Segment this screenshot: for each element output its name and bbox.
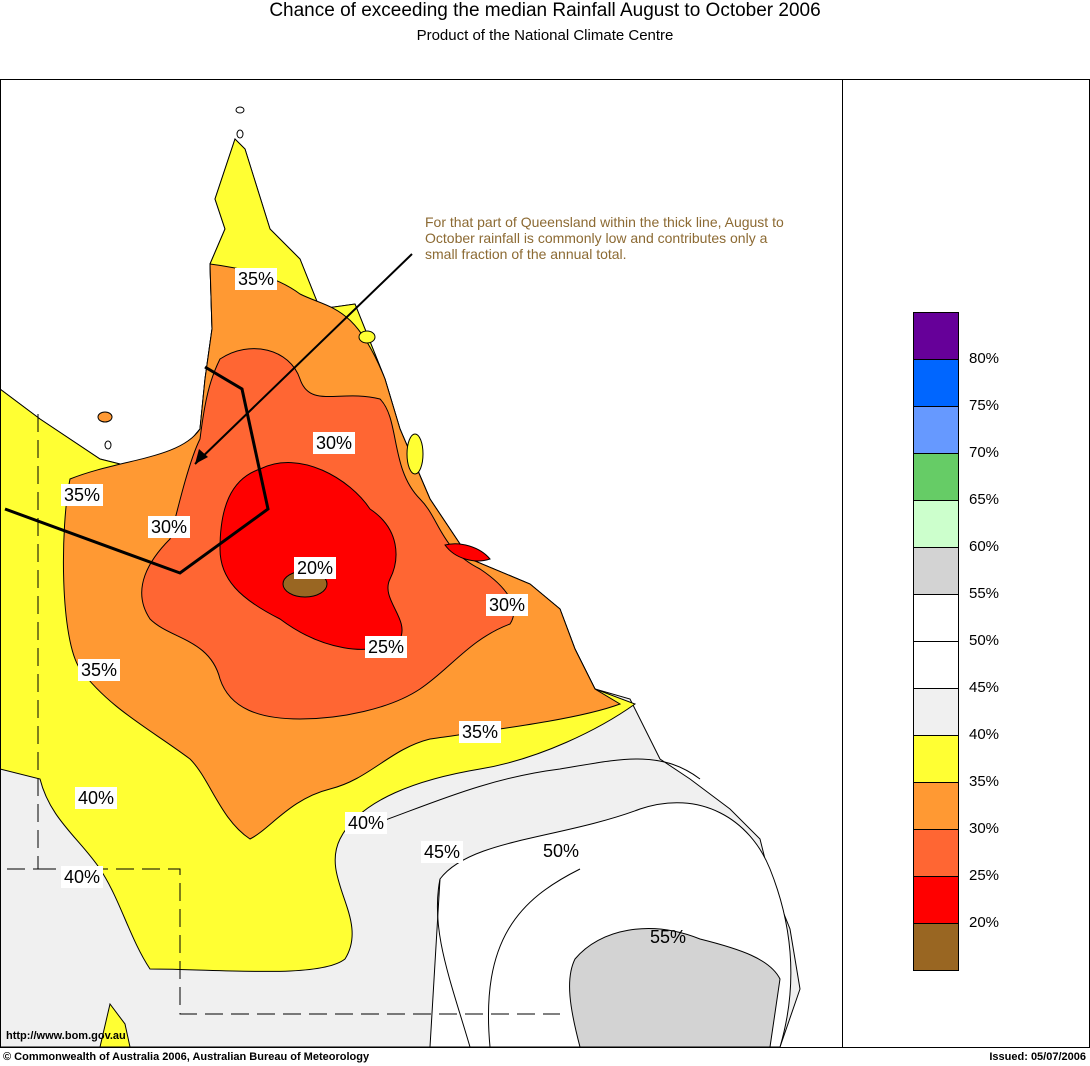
legend-swatch: [913, 406, 959, 453]
contour-label: 50%: [540, 840, 583, 862]
legend-swatch: [913, 312, 959, 359]
issued-date: Issued: 05/07/2006: [989, 1051, 1086, 1063]
legend-label: 25%: [969, 867, 1000, 884]
contour-label: 25%: [365, 636, 408, 658]
legend-label: 65%: [969, 491, 1000, 508]
map-subtitle: Product of the National Climate Centre: [416, 27, 674, 44]
contour-label: 30%: [486, 594, 529, 616]
contour-label: 40%: [61, 866, 104, 888]
region-55: [569, 928, 781, 1047]
legend-label: 70%: [969, 444, 1000, 461]
legend-swatch: [913, 782, 959, 829]
legend-label: 75%: [969, 397, 1000, 414]
state-border: [0, 414, 560, 1015]
contour-label: 30%: [148, 516, 191, 538]
contour-label: 40%: [75, 787, 118, 809]
contour-label: 20%: [294, 557, 337, 579]
legend-swatch: [913, 547, 959, 594]
legend-swatch: [913, 594, 959, 641]
legend-swatch: [913, 641, 959, 688]
contour-label: 40%: [345, 812, 388, 834]
contour-label: 55%: [650, 927, 687, 947]
annotation-note: For that part of Queensland within the t…: [425, 214, 784, 262]
contour-label: 35%: [61, 484, 104, 506]
legend-swatch: [913, 735, 959, 782]
legend-label: 55%: [969, 585, 1000, 602]
legend-label: 30%: [969, 820, 1000, 837]
legend-label: 45%: [969, 679, 1000, 696]
rainfall-map: [0, 79, 842, 1047]
contour-label: 35%: [459, 721, 502, 743]
legend-label: 60%: [969, 538, 1000, 555]
annotation-arrow: [194, 253, 413, 465]
panel-divider: [842, 79, 843, 1047]
legend-label: 20%: [969, 914, 1000, 931]
legend-label: 35%: [969, 773, 1000, 790]
legend-swatch: [913, 923, 959, 971]
legend-label: 50%: [969, 632, 1000, 649]
copyright-text: © Commonwealth of Australia 2006, Austra…: [3, 1051, 370, 1063]
legend-swatch: [913, 829, 959, 876]
legend-swatch: [913, 876, 959, 923]
contour-label: 45%: [421, 841, 464, 863]
contour-label: 35%: [235, 268, 278, 290]
legend-label: 80%: [969, 350, 1000, 367]
thick-boundary-line: [4, 365, 270, 575]
legend-swatch: [913, 453, 959, 500]
source-url[interactable]: http://www.bom.gov.au: [6, 1030, 126, 1042]
legend-label: 40%: [969, 726, 1000, 743]
legend-swatch: [913, 688, 959, 735]
legend-swatch: [913, 359, 959, 406]
map-title: Chance of exceeding the median Rainfall …: [269, 0, 821, 21]
contour-label: 30%: [313, 432, 356, 454]
legend-swatch: [913, 500, 959, 547]
contour-label: 35%: [78, 659, 121, 681]
legend: [913, 312, 959, 971]
